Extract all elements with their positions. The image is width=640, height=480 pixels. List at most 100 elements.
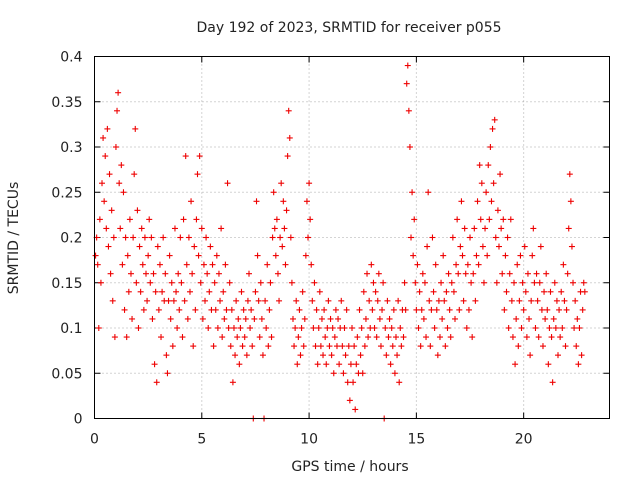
data-point <box>309 297 316 304</box>
data-point <box>96 216 103 223</box>
data-point <box>299 288 306 295</box>
data-point <box>469 334 476 341</box>
data-point <box>144 297 151 304</box>
data-point <box>533 270 540 277</box>
data-point <box>526 315 533 322</box>
data-point <box>116 180 123 187</box>
data-point <box>473 252 480 259</box>
data-point <box>171 225 178 232</box>
data-point <box>346 397 353 404</box>
data-point <box>501 306 508 313</box>
data-point <box>136 243 143 250</box>
data-point <box>291 343 298 350</box>
data-point <box>177 234 184 241</box>
data-point <box>410 252 417 259</box>
data-point <box>132 125 139 132</box>
data-point <box>274 270 281 277</box>
y-tick-label: 0.3 <box>60 140 82 156</box>
data-point <box>213 252 220 259</box>
data-point <box>447 334 454 341</box>
data-point <box>249 343 256 350</box>
data-point <box>326 343 333 350</box>
data-point <box>395 297 402 304</box>
data-point <box>206 288 213 295</box>
data-point <box>119 261 126 268</box>
data-point <box>175 270 182 277</box>
data-point <box>143 270 149 277</box>
data-point <box>257 279 264 286</box>
data-point <box>563 306 570 313</box>
data-point <box>429 234 436 241</box>
data-point <box>103 225 110 232</box>
data-point <box>556 306 563 313</box>
data-point <box>511 279 518 286</box>
data-point <box>479 243 486 250</box>
data-point <box>409 189 416 196</box>
data-point <box>338 297 345 304</box>
data-point <box>524 270 531 277</box>
data-point <box>160 234 167 241</box>
data-point <box>389 343 396 350</box>
data-point <box>443 288 450 295</box>
data-point <box>522 288 529 295</box>
data-point <box>547 288 554 295</box>
data-point <box>531 279 538 286</box>
data-point <box>455 270 462 277</box>
data-point <box>350 379 357 386</box>
data-point <box>391 370 398 377</box>
data-point <box>358 325 365 331</box>
data-point <box>464 261 471 268</box>
data-point <box>269 234 276 241</box>
x-tick-label: 10 <box>300 432 318 448</box>
data-point <box>416 288 423 295</box>
data-point <box>327 315 334 322</box>
data-point <box>578 352 585 359</box>
data-point <box>541 288 548 295</box>
data-point <box>154 243 161 250</box>
data-point <box>435 297 442 304</box>
data-point <box>205 325 212 331</box>
data-point <box>477 216 484 223</box>
data-point <box>207 243 214 250</box>
data-point <box>106 171 113 178</box>
data-point <box>199 315 206 322</box>
data-point <box>339 343 346 350</box>
data-point <box>492 234 499 241</box>
data-point <box>178 279 185 286</box>
data-point <box>366 297 373 304</box>
data-point <box>155 306 162 313</box>
data-point <box>105 243 112 250</box>
data-point <box>471 225 478 232</box>
data-point <box>259 352 266 359</box>
data-points <box>92 62 588 422</box>
data-point <box>377 343 384 350</box>
data-point <box>286 134 293 141</box>
data-point <box>329 325 336 331</box>
data-point <box>419 270 426 277</box>
data-point <box>280 198 287 205</box>
data-point <box>423 334 430 341</box>
data-point <box>516 297 523 304</box>
data-point <box>158 334 165 341</box>
data-point <box>147 279 154 286</box>
data-point <box>316 288 323 295</box>
data-point <box>179 334 186 341</box>
data-point <box>246 270 252 277</box>
data-point <box>235 315 242 322</box>
data-point <box>176 306 183 313</box>
data-point <box>344 379 351 386</box>
data-point <box>460 297 467 304</box>
data-point <box>475 261 482 268</box>
data-point <box>504 234 511 241</box>
data-point <box>145 252 152 259</box>
data-point <box>450 288 457 295</box>
data-point <box>247 325 254 331</box>
data-point <box>456 306 463 313</box>
data-point <box>485 162 492 169</box>
data-point <box>425 189 432 196</box>
data-point <box>557 334 564 341</box>
data-point <box>548 334 555 341</box>
data-point <box>566 171 573 178</box>
data-point <box>232 352 239 359</box>
y-tick-label: 0.05 <box>51 366 82 382</box>
